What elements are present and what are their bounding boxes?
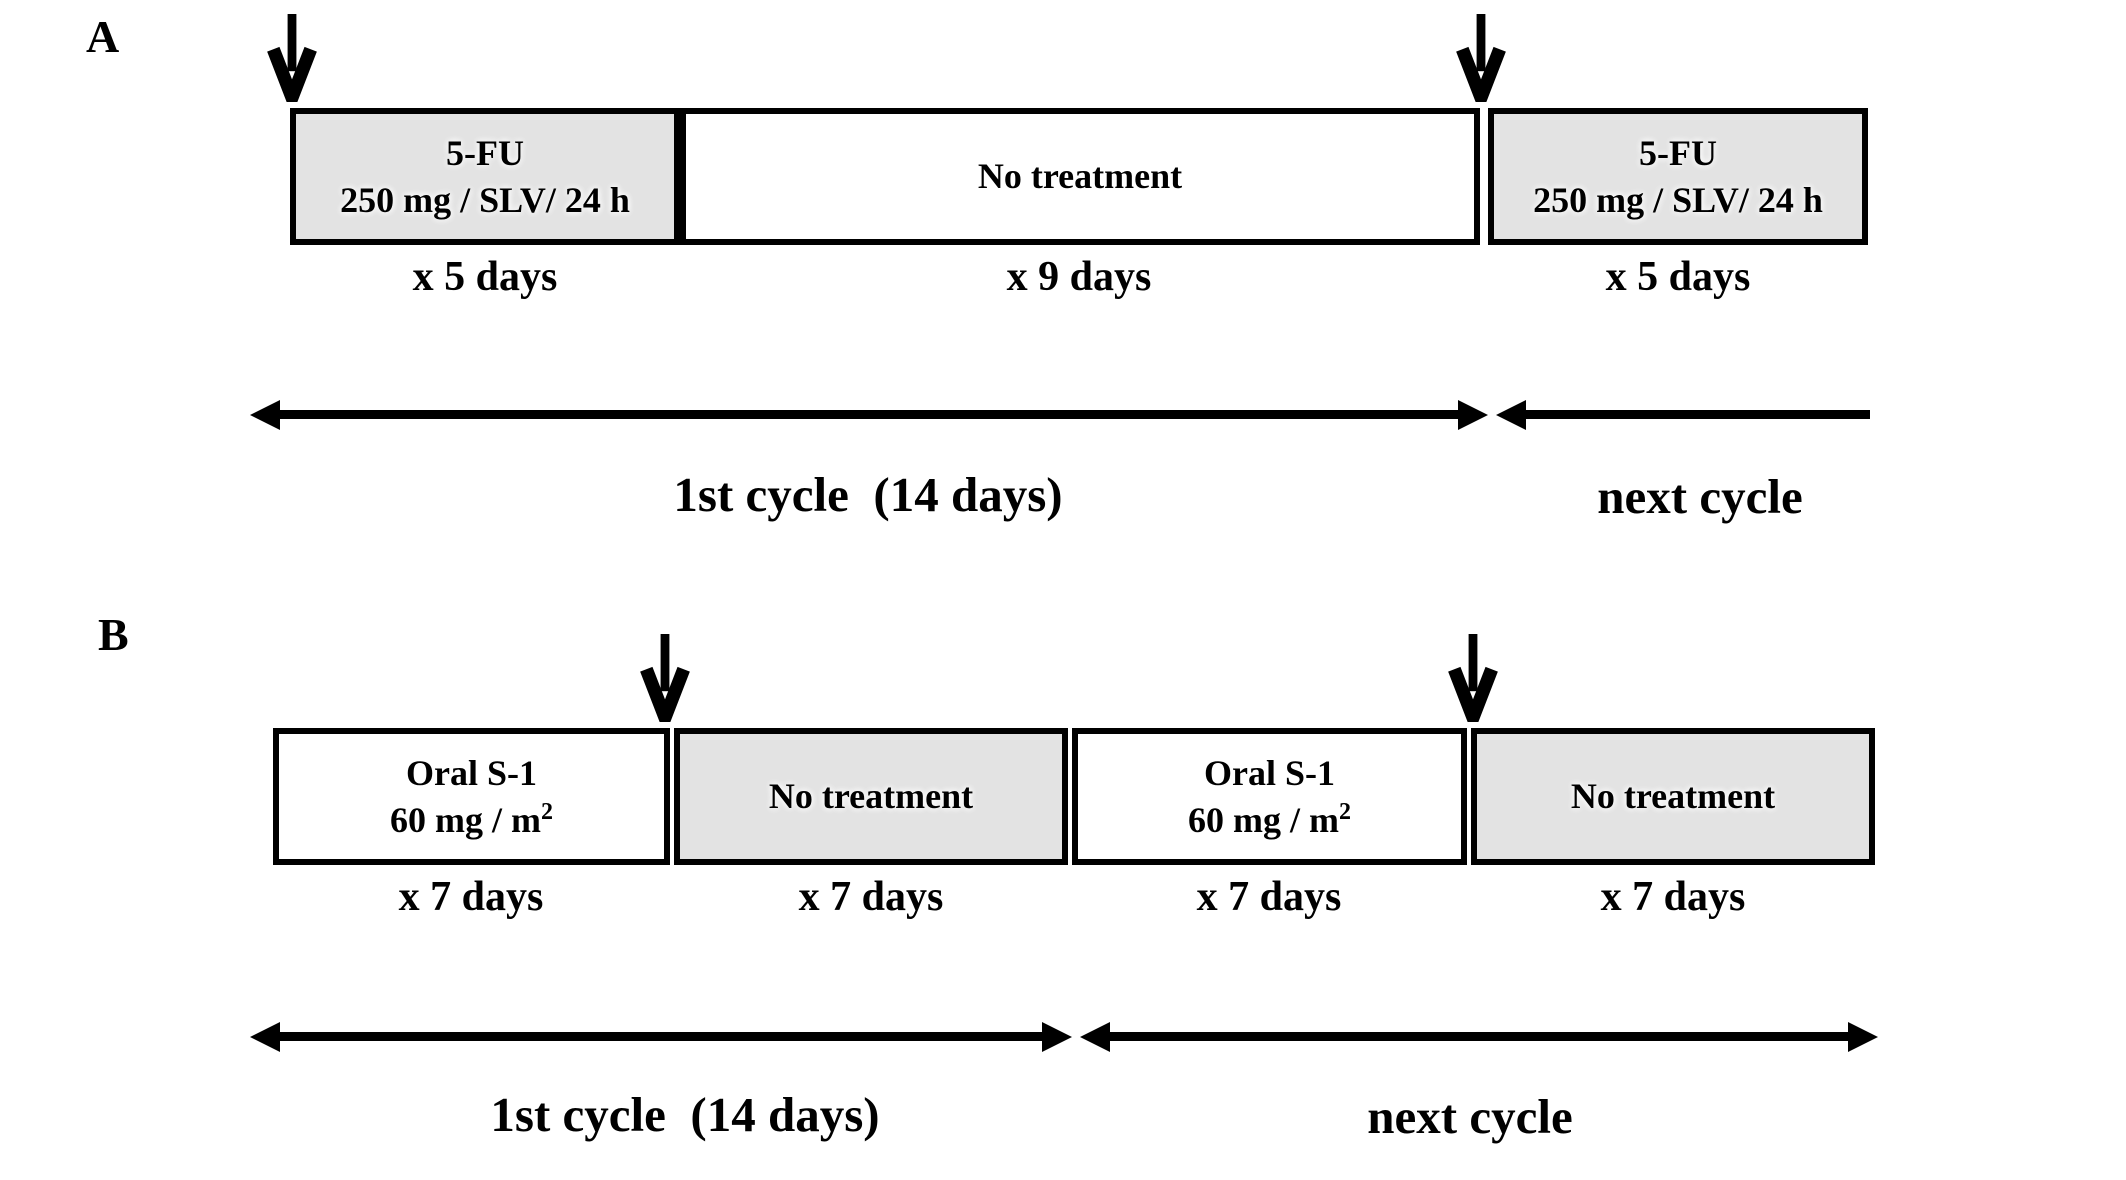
dose-superscript: 2 bbox=[540, 798, 553, 825]
duration-label: x 7 days bbox=[1196, 874, 1342, 920]
treatment-box-s1-next: Oral S-1 60 mg / m2 bbox=[1072, 728, 1467, 865]
down-arrow-icon bbox=[1448, 634, 1498, 722]
duration-label: x 5 days bbox=[1605, 254, 1751, 300]
no-treatment-box: No treatment bbox=[674, 728, 1068, 865]
box-text: No treatment bbox=[1570, 776, 1776, 816]
no-treatment-box: No treatment bbox=[1471, 728, 1875, 865]
duration-label: x 5 days bbox=[412, 254, 558, 300]
drug-name: Oral S-1 bbox=[1204, 752, 1335, 793]
arrow-shaft bbox=[276, 1032, 1042, 1041]
next-cycle-label: next cycle bbox=[1597, 469, 1803, 524]
dose-text: 60 mg / m bbox=[1188, 799, 1339, 840]
panel-b-label: B bbox=[98, 609, 129, 660]
duration-label: x 7 days bbox=[798, 874, 944, 920]
drug-dose: 60 mg / m2 bbox=[1188, 797, 1351, 844]
down-arrow-icon bbox=[1456, 14, 1506, 102]
drug-dose: 250 mg / SLV/ 24 h bbox=[340, 179, 630, 220]
duration-label: x 9 days bbox=[1006, 254, 1152, 300]
down-arrow-icon bbox=[640, 634, 690, 722]
arrowhead-right-icon bbox=[1042, 1022, 1072, 1052]
dose-text: 60 mg / m bbox=[390, 799, 541, 840]
drug-name: Oral S-1 bbox=[406, 752, 537, 793]
arrow-shaft bbox=[1106, 1032, 1850, 1041]
panel-a-label: A bbox=[86, 11, 120, 62]
next-cycle-label: next cycle bbox=[1367, 1089, 1573, 1144]
duration-label: x 7 days bbox=[1600, 874, 1746, 920]
arrowhead-left-icon bbox=[1496, 400, 1526, 430]
first-cycle-label: 1st cycle (14 days) bbox=[673, 467, 1063, 522]
down-arrow-icon bbox=[267, 14, 317, 102]
box-text: No treatment bbox=[977, 156, 1183, 196]
treatment-box-5fu-first: 5-FU 250 mg / SLV/ 24 h bbox=[290, 108, 680, 245]
arrow-shaft bbox=[1522, 410, 1870, 419]
drug-dose: 250 mg / SLV/ 24 h bbox=[1533, 179, 1823, 220]
drug-name: 5-FU bbox=[446, 132, 524, 173]
dose-superscript: 2 bbox=[1338, 798, 1351, 825]
arrowhead-left-icon bbox=[250, 400, 280, 430]
arrowhead-left-icon bbox=[1080, 1022, 1110, 1052]
arrowhead-right-icon bbox=[1458, 400, 1488, 430]
treatment-box-s1-first: Oral S-1 60 mg / m2 bbox=[273, 728, 670, 865]
first-cycle-label: 1st cycle (14 days) bbox=[490, 1087, 880, 1142]
box-text: No treatment bbox=[768, 776, 974, 816]
duration-label: x 7 days bbox=[398, 874, 544, 920]
arrow-shaft bbox=[276, 410, 1462, 419]
drug-name: 5-FU bbox=[1639, 132, 1717, 173]
arrowhead-left-icon bbox=[250, 1022, 280, 1052]
drug-dose: 60 mg / m2 bbox=[390, 797, 553, 844]
arrowhead-right-icon bbox=[1848, 1022, 1878, 1052]
treatment-box-5fu-next: 5-FU 250 mg / SLV/ 24 h bbox=[1488, 108, 1868, 245]
no-treatment-box: No treatment bbox=[680, 108, 1480, 245]
